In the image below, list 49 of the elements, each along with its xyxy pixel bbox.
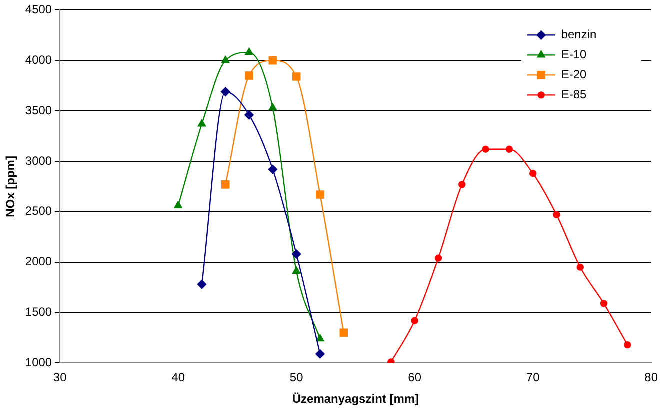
point — [292, 250, 302, 259]
point — [624, 341, 632, 349]
y-tick-label: 4000 — [25, 52, 52, 67]
x-axis-title: Üzemanyagszint [mm] — [292, 392, 420, 406]
point — [553, 211, 560, 219]
y-tick-label: 3000 — [25, 154, 52, 168]
x-tick-label: 60 — [408, 370, 422, 385]
point — [292, 72, 301, 81]
point — [245, 48, 254, 56]
y-tick-label: 3500 — [25, 103, 52, 118]
point — [316, 190, 324, 199]
point — [340, 328, 348, 338]
point — [268, 56, 278, 65]
point — [458, 181, 466, 188]
point — [434, 254, 442, 262]
legend-label: benzin — [561, 28, 597, 42]
point — [600, 300, 608, 308]
point — [197, 280, 207, 290]
x-tick-label: 70 — [526, 370, 540, 385]
point — [576, 264, 584, 271]
y-tick-label: 1000 — [25, 356, 52, 370]
x-tick-label: 80 — [644, 370, 658, 385]
point — [222, 56, 230, 64]
point — [506, 146, 514, 153]
legend-label: E-10 — [561, 48, 587, 62]
point — [411, 317, 418, 324]
point — [268, 103, 277, 111]
point — [316, 350, 325, 359]
point — [268, 164, 278, 174]
x-tick-label: 30 — [53, 370, 68, 385]
legend-label: E-85 — [561, 88, 587, 102]
point — [198, 120, 206, 127]
y-tick-label: 2000 — [25, 254, 52, 269]
point — [222, 180, 230, 189]
legend-label: E-20 — [561, 68, 587, 82]
y-tick-label: 1500 — [25, 305, 52, 320]
y-tick-label: 4500 — [25, 2, 52, 17]
point — [482, 146, 490, 153]
point — [529, 170, 537, 178]
point — [245, 72, 254, 80]
point — [292, 266, 301, 274]
point — [174, 201, 182, 208]
point — [316, 334, 324, 342]
y-tick-label: 2500 — [25, 204, 52, 218]
y-axis-title: NOx [ppm] — [4, 156, 18, 218]
point — [221, 87, 230, 96]
point — [244, 110, 254, 120]
x-tick-label: 40 — [172, 370, 186, 385]
x-tick-label: 50 — [290, 370, 304, 385]
